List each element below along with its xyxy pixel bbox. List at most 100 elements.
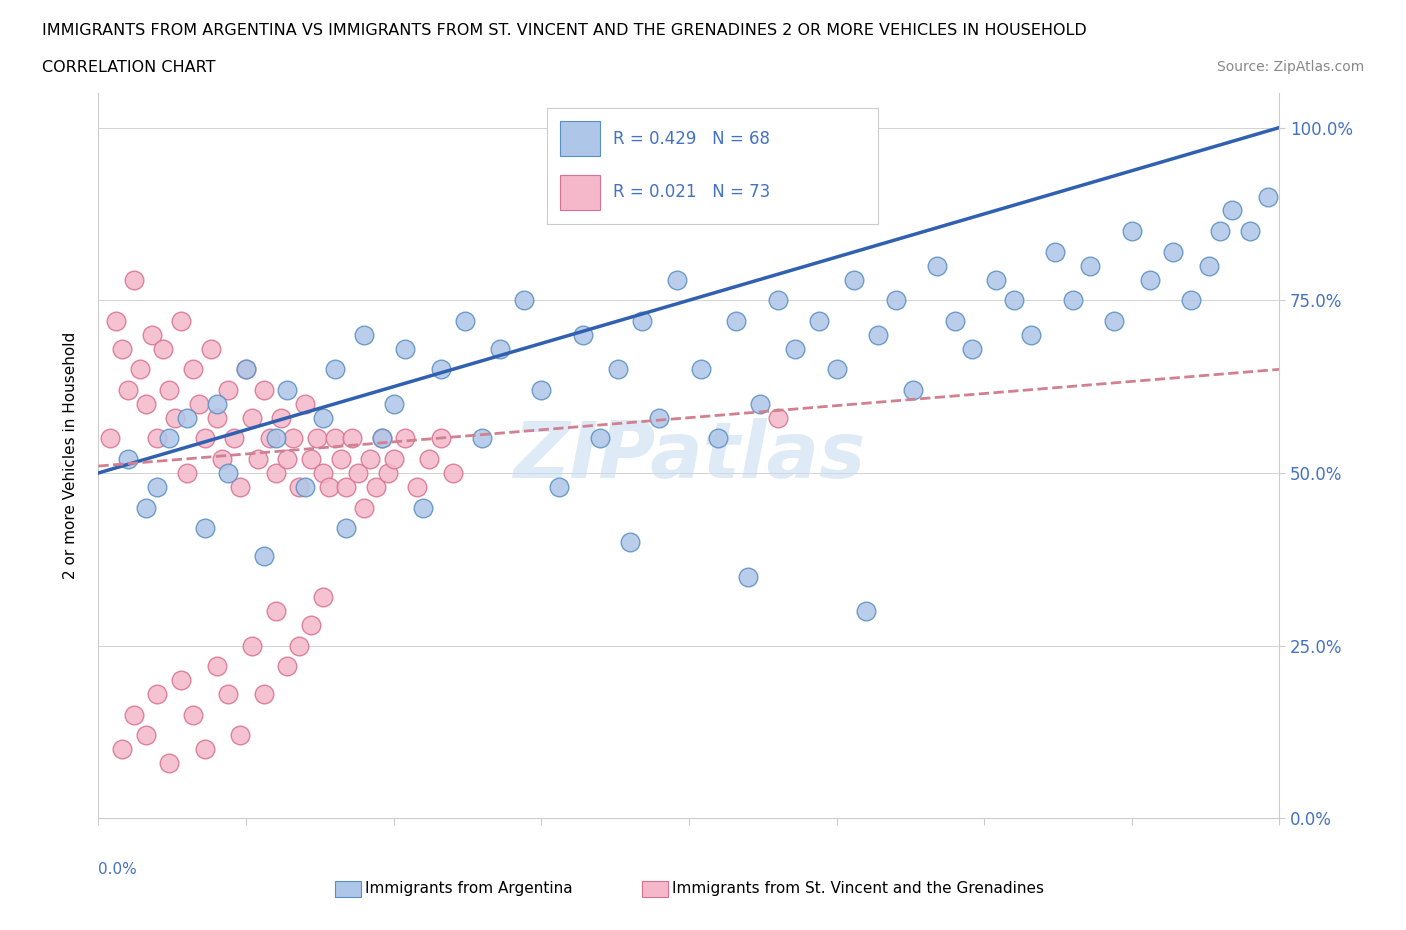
Point <box>146 431 169 445</box>
Point <box>1139 272 1161 287</box>
Point <box>117 382 139 397</box>
Point <box>689 362 711 377</box>
Text: CORRELATION CHART: CORRELATION CHART <box>42 60 215 75</box>
Point <box>217 382 239 397</box>
Point <box>135 396 157 411</box>
Point <box>825 362 848 377</box>
Point <box>1161 245 1184 259</box>
Point <box>294 396 316 411</box>
Point <box>844 272 866 287</box>
Point <box>666 272 689 287</box>
Point <box>866 327 889 342</box>
Point <box>276 382 298 397</box>
Point <box>217 466 239 481</box>
Point <box>200 341 222 356</box>
Point <box>855 604 877 618</box>
Point <box>512 293 534 308</box>
Point <box>170 313 193 328</box>
Point <box>430 362 453 377</box>
Point <box>335 521 357 536</box>
Point <box>299 618 322 632</box>
Point <box>1080 259 1102 273</box>
Point <box>412 500 434 515</box>
Point <box>122 708 145 723</box>
Point <box>276 659 298 674</box>
Point <box>181 708 204 723</box>
Point <box>1180 293 1202 308</box>
Point <box>962 341 984 356</box>
Point <box>707 431 730 445</box>
Point <box>122 272 145 287</box>
Point <box>364 479 387 494</box>
Point <box>323 431 346 445</box>
Point <box>766 293 789 308</box>
Point <box>347 466 370 481</box>
Point <box>323 362 346 377</box>
Point <box>246 452 269 467</box>
Point <box>264 431 287 445</box>
Point <box>394 341 416 356</box>
Point <box>382 396 405 411</box>
Y-axis label: 2 or more Vehicles in Household: 2 or more Vehicles in Household <box>63 332 77 579</box>
Point <box>342 431 364 445</box>
Point <box>299 452 322 467</box>
Point <box>211 452 233 467</box>
Text: 0.0%: 0.0% <box>98 862 138 877</box>
Point <box>117 452 139 467</box>
Point <box>283 431 305 445</box>
Point <box>205 659 228 674</box>
Point <box>418 452 440 467</box>
Point <box>170 672 193 687</box>
Point <box>1257 189 1279 204</box>
Point <box>194 742 217 757</box>
Point <box>630 313 652 328</box>
Point <box>1062 293 1084 308</box>
Point <box>1220 203 1243 218</box>
Point <box>253 686 276 701</box>
Point <box>943 313 966 328</box>
Point <box>377 466 399 481</box>
Point <box>135 728 157 743</box>
Point <box>453 313 475 328</box>
Point <box>270 410 292 425</box>
Point <box>205 410 228 425</box>
Point <box>884 293 907 308</box>
Point <box>194 431 217 445</box>
Point <box>157 431 180 445</box>
Point <box>530 382 553 397</box>
Point <box>335 479 357 494</box>
Point <box>406 479 429 494</box>
Point <box>240 410 263 425</box>
Point <box>111 742 134 757</box>
FancyBboxPatch shape <box>641 881 668 897</box>
Point <box>157 756 180 771</box>
Point <box>648 410 671 425</box>
Point <box>288 479 311 494</box>
Point <box>430 431 453 445</box>
Point <box>259 431 281 445</box>
Point <box>235 362 257 377</box>
Point <box>187 396 209 411</box>
Point <box>903 382 925 397</box>
Point <box>359 452 381 467</box>
Point <box>312 466 335 481</box>
Point <box>785 341 807 356</box>
Point <box>253 382 276 397</box>
Text: Immigrants from Argentina: Immigrants from Argentina <box>366 882 574 897</box>
Point <box>176 466 198 481</box>
Point <box>607 362 630 377</box>
Point <box>571 327 593 342</box>
Point <box>1121 224 1143 239</box>
Point <box>128 362 150 377</box>
Point <box>194 521 217 536</box>
Point <box>152 341 174 356</box>
Point <box>294 479 316 494</box>
Point <box>353 500 375 515</box>
Point <box>548 479 571 494</box>
Point <box>1021 327 1043 342</box>
Text: IMMIGRANTS FROM ARGENTINA VS IMMIGRANTS FROM ST. VINCENT AND THE GRENADINES 2 OR: IMMIGRANTS FROM ARGENTINA VS IMMIGRANTS … <box>42 23 1087 38</box>
Point <box>1198 259 1220 273</box>
Point <box>394 431 416 445</box>
Point <box>371 431 394 445</box>
Point <box>489 341 512 356</box>
